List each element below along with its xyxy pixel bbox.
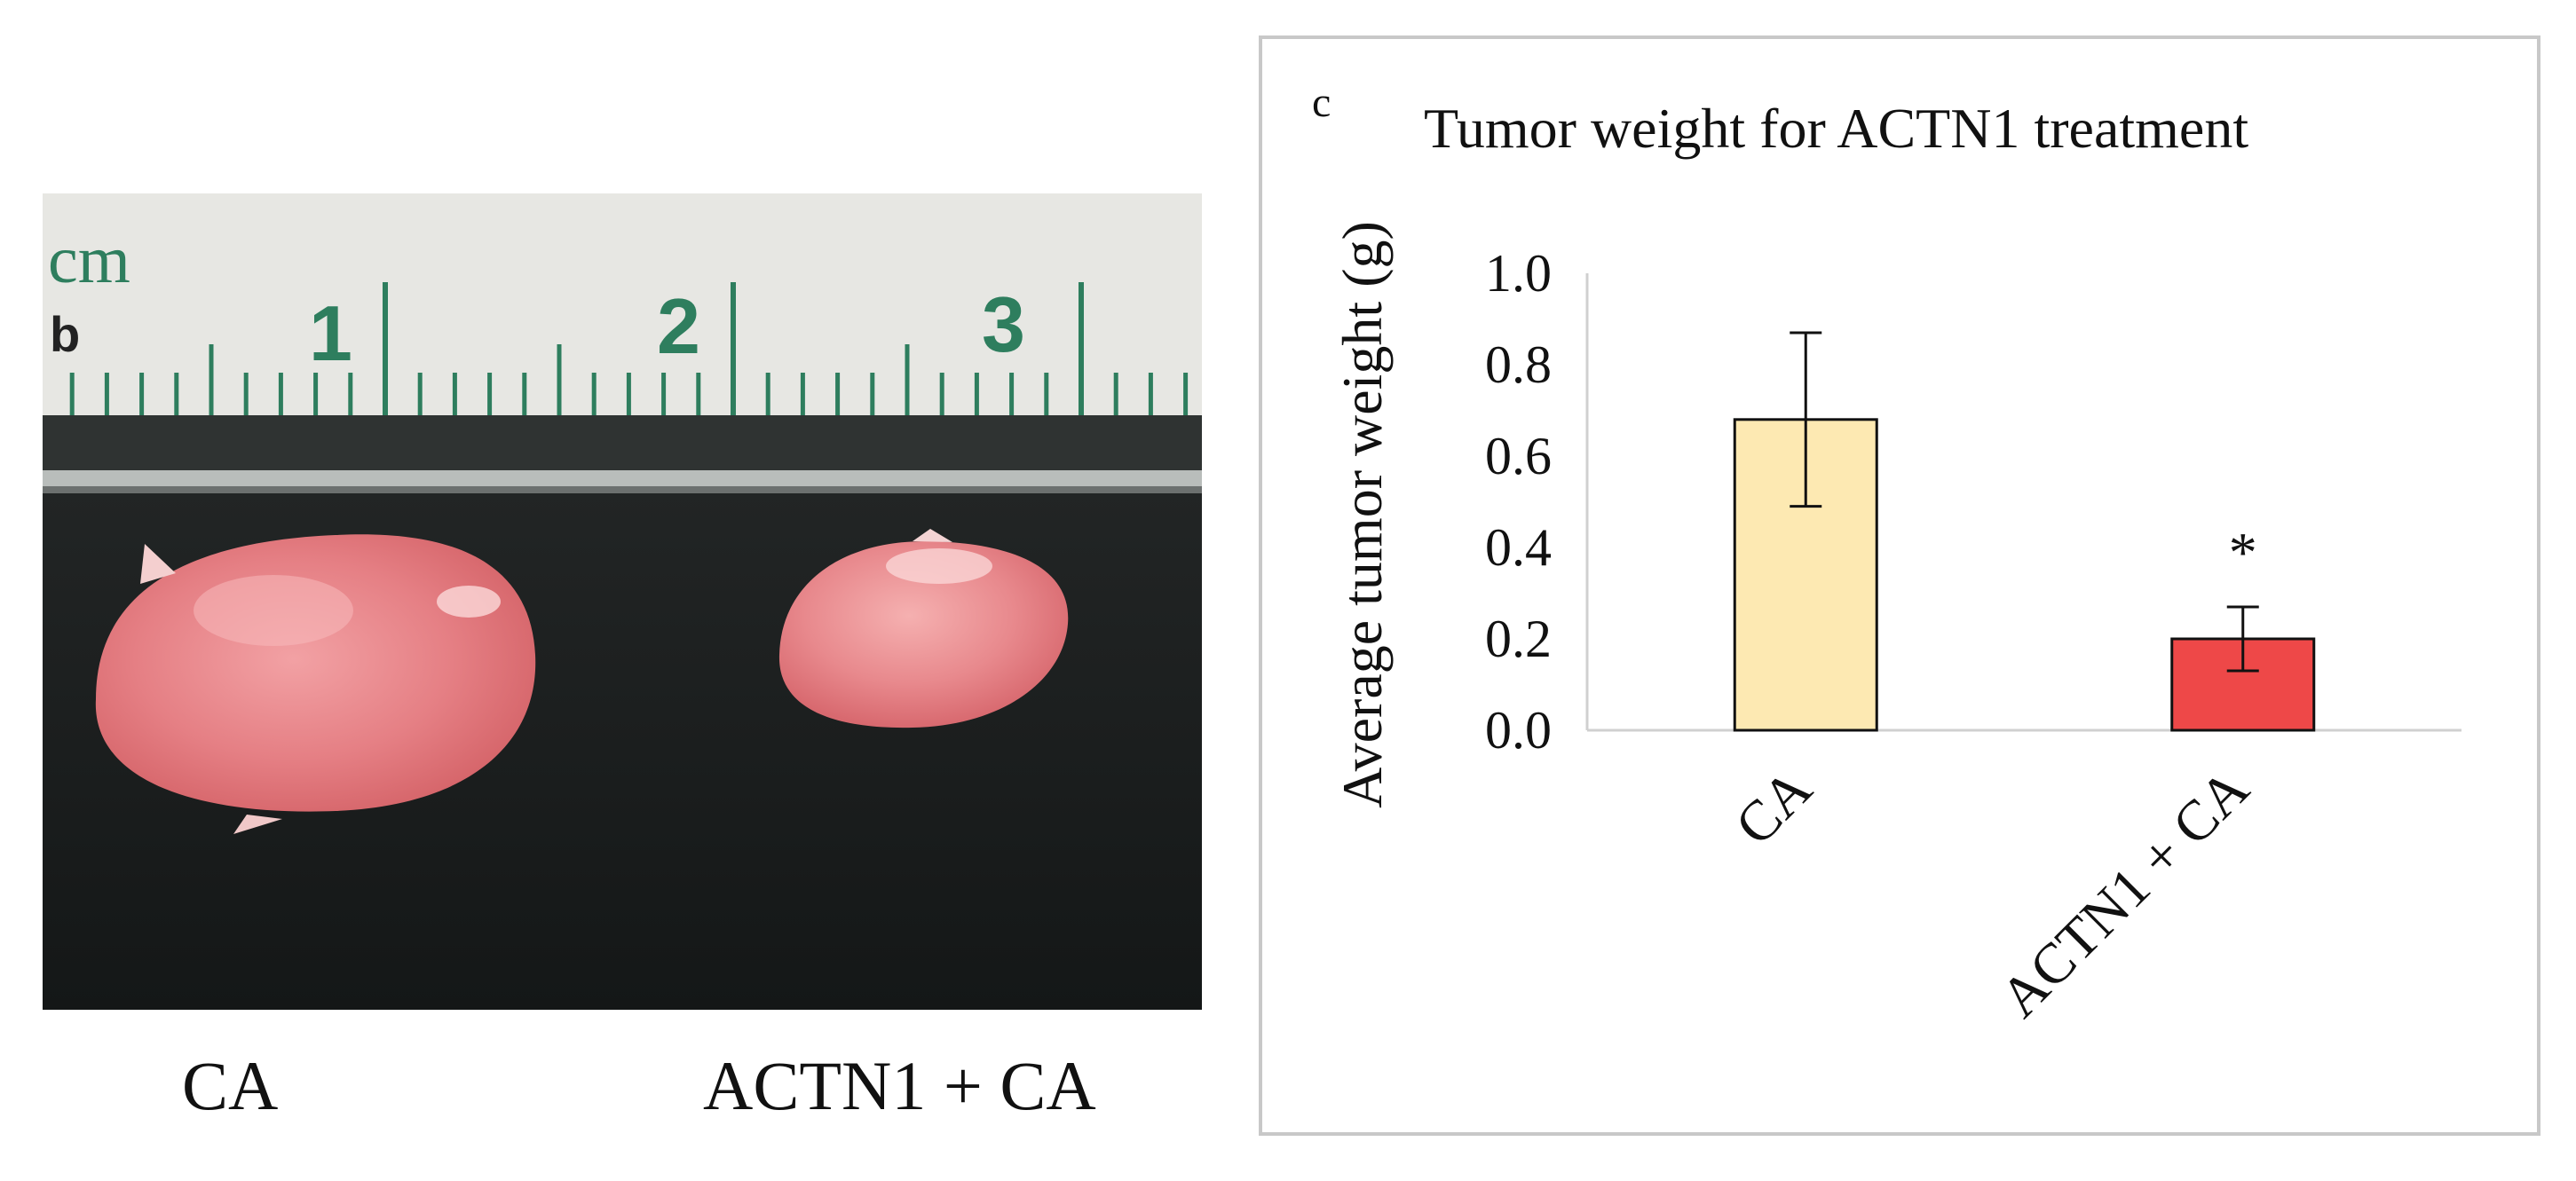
y-axis-title: Average tumor weight (g)	[1331, 221, 1394, 808]
chart-frame	[1259, 35, 2540, 1136]
y-tick-label: 0.2	[1485, 610, 1552, 668]
y-tick-label: 0.0	[1485, 701, 1552, 760]
sample-label-actn1-ca: ACTN1 + CA	[703, 1047, 1096, 1124]
panel-letter-c: c	[1312, 79, 1331, 126]
panel-letter-b: b	[50, 306, 80, 362]
ruler-number-1: 1	[309, 289, 352, 377]
error-bars: *	[1790, 331, 2259, 673]
ruler-number-3: 3	[982, 280, 1025, 368]
y-tick-labels: 0.0 0.2 0.4 0.6 0.8 1.0	[1485, 244, 1552, 760]
y-tick-label: 0.4	[1485, 518, 1552, 577]
ruler-number-2: 2	[657, 282, 700, 370]
ruler-ticks	[69, 282, 1189, 415]
tumor-actn1-ca	[778, 529, 1069, 728]
y-tick-label: 0.8	[1485, 335, 1552, 394]
chart-title: Tumor weight for ACTN1 treatment	[1424, 97, 2249, 160]
significance-marker: *	[2229, 521, 2257, 584]
tumor-ca	[95, 534, 536, 834]
x-tick-label: ACTN1 + CA	[1988, 757, 2261, 1029]
y-tick-label: 1.0	[1485, 244, 1552, 303]
bars	[1733, 418, 2316, 732]
y-tick-label: 0.6	[1485, 427, 1552, 485]
bar-chart: 0.0 0.2 0.4 0.6 0.8 1.0 * CA ACTN1 + CA	[1485, 244, 2461, 1029]
chart-axes	[1585, 273, 2461, 732]
tumor-photo: cm b 1 2 3	[43, 193, 1202, 1010]
x-tick-labels: CA ACTN1 + CA	[1723, 757, 2261, 1029]
sample-label-ca: CA	[182, 1047, 279, 1124]
x-tick-label: CA	[1723, 757, 1823, 857]
ruler-unit-label: cm	[48, 223, 130, 297]
